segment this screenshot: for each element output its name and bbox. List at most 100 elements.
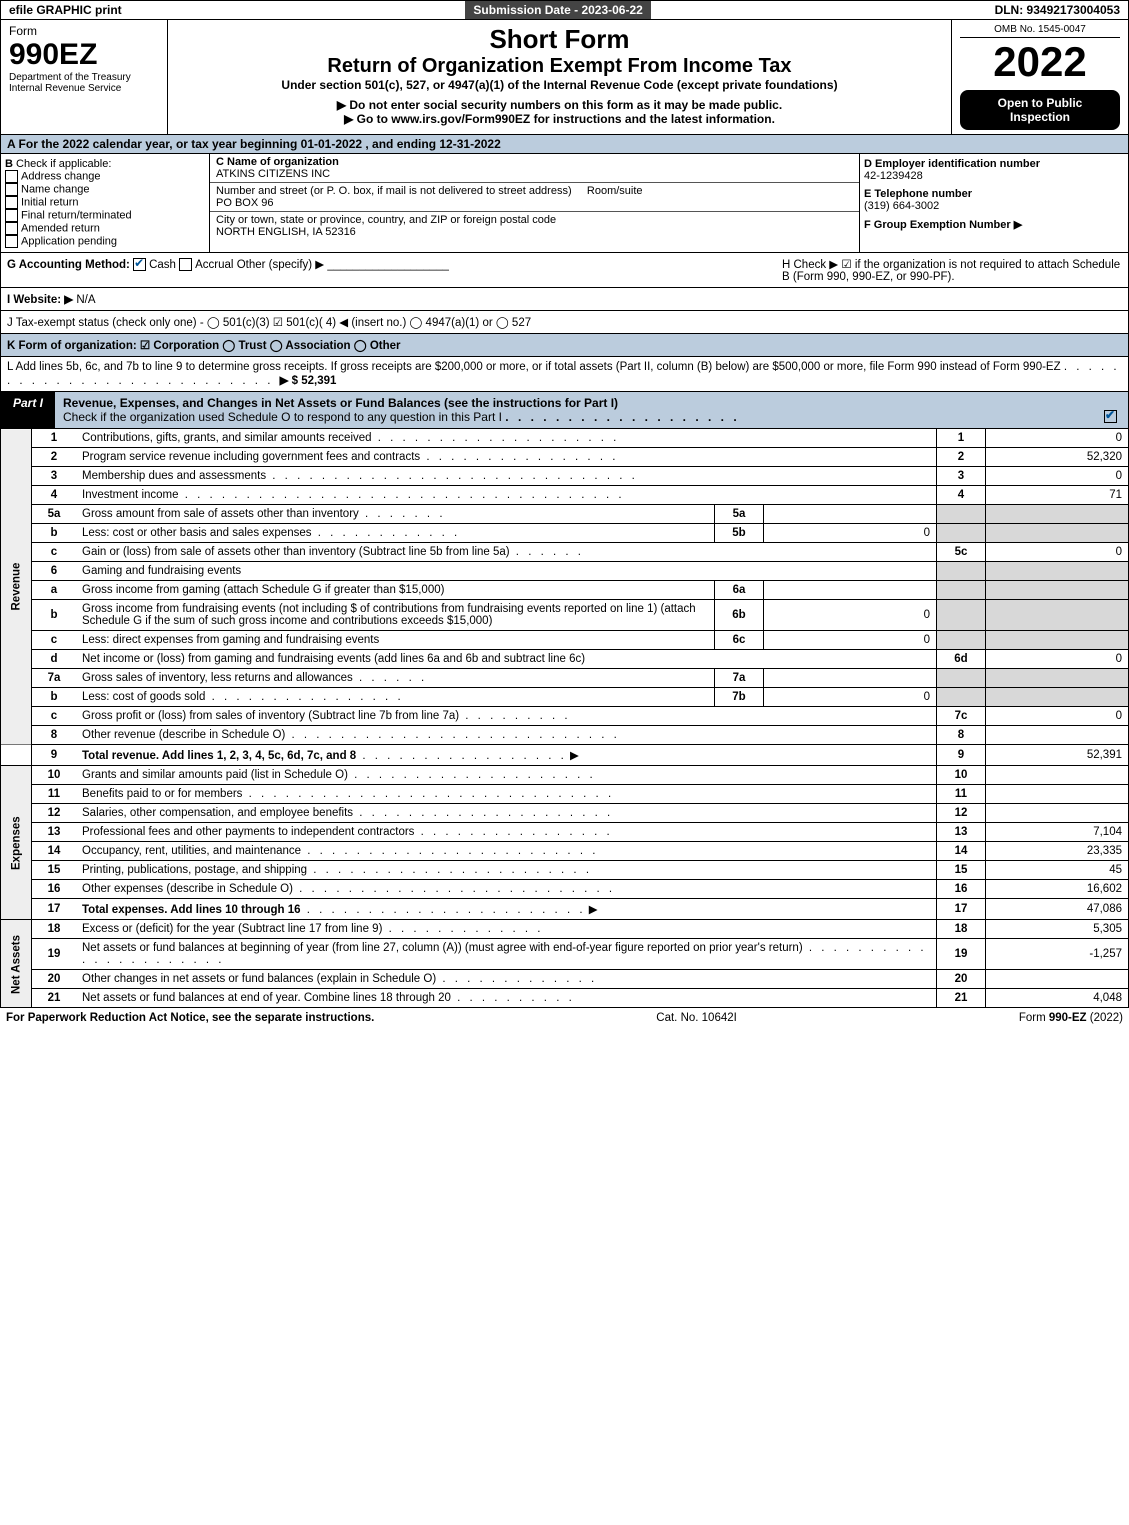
dept-1: Department of the Treasury — [9, 72, 159, 83]
box-val: 0 — [986, 707, 1129, 726]
box-val: 52,391 — [986, 745, 1129, 766]
box-lbl: 8 — [937, 726, 986, 745]
box-val: 7,104 — [986, 823, 1129, 842]
footer-cat: Cat. No. 10642I — [656, 1012, 737, 1024]
ln-num: 3 — [32, 467, 77, 486]
line-desc: Contributions, gifts, grants, and simila… — [82, 432, 372, 444]
cb-amended[interactable] — [5, 222, 18, 235]
line-desc: Grants and similar amounts paid (list in… — [82, 769, 348, 781]
line-desc: Other expenses (describe in Schedule O) — [82, 883, 293, 895]
box-val: 71 — [986, 486, 1129, 505]
cb-address-change[interactable] — [5, 170, 18, 183]
b-letter: B — [5, 158, 13, 170]
form-code: 990EZ — [9, 38, 159, 72]
section-j: J Tax-exempt status (check only one) - ◯… — [0, 311, 1129, 334]
box-val — [986, 581, 1129, 600]
ln-num: 7a — [32, 669, 77, 688]
box-val — [986, 970, 1129, 989]
line-desc: Benefits paid to or for members — [82, 788, 242, 800]
row-g-h: G Accounting Method: Cash Accrual Other … — [0, 253, 1129, 288]
vlabel-expenses: Expenses — [1, 766, 32, 920]
box-lbl: 1 — [937, 429, 986, 448]
ln-num: a — [32, 581, 77, 600]
tel-label: E Telephone number — [864, 188, 972, 200]
omb: OMB No. 1545-0047 — [960, 24, 1120, 38]
ln-num: 18 — [32, 920, 77, 939]
box-val — [986, 631, 1129, 650]
line-desc: Gross amount from sale of assets other t… — [82, 508, 359, 520]
cb-schedule-o[interactable] — [1104, 410, 1117, 423]
sub-lbl: 6b — [715, 600, 764, 631]
line-desc: Gain or (loss) from sale of assets other… — [82, 546, 510, 558]
form-word: Form — [9, 24, 159, 38]
cb-cash[interactable] — [133, 258, 146, 271]
box-val — [986, 804, 1129, 823]
box-val: 5,305 — [986, 920, 1129, 939]
ln-num: 8 — [32, 726, 77, 745]
box-lbl: 17 — [937, 899, 986, 920]
street-label: Number and street (or P. O. box, if mail… — [216, 185, 572, 197]
irs-link[interactable]: www.irs.gov/Form990EZ — [391, 112, 530, 126]
sub-lbl: 5b — [715, 524, 764, 543]
street-val: PO BOX 96 — [216, 197, 273, 209]
line-desc: Professional fees and other payments to … — [82, 826, 414, 838]
box-val — [986, 505, 1129, 524]
opt-initial: Initial return — [21, 196, 78, 208]
box-val — [986, 524, 1129, 543]
section-l: L Add lines 5b, 6c, and 7b to line 9 to … — [0, 357, 1129, 392]
box-lbl: 12 — [937, 804, 986, 823]
ln-num: 20 — [32, 970, 77, 989]
line-desc: Net income or (loss) from gaming and fun… — [76, 650, 937, 669]
opt-address: Address change — [21, 170, 101, 182]
cb-accrual[interactable] — [179, 258, 192, 271]
cb-final[interactable] — [5, 209, 18, 222]
box-lbl: 4 — [937, 486, 986, 505]
ln-num: 17 — [32, 899, 77, 920]
grp-label: F Group Exemption Number ▶ — [864, 219, 1022, 231]
form-header: Form 990EZ Department of the Treasury In… — [0, 20, 1129, 135]
g-accrual: Accrual — [195, 259, 233, 271]
cb-pending[interactable] — [5, 235, 18, 248]
sub-val: 0 — [764, 600, 937, 631]
section-h: H Check ▶ ☑ if the organization is not r… — [782, 257, 1122, 283]
g-label: G Accounting Method: — [7, 259, 130, 271]
sub-lbl: 5a — [715, 505, 764, 524]
section-b: B Check if applicable: Address change Na… — [1, 154, 210, 252]
ln-num: 13 — [32, 823, 77, 842]
line-desc: Gross income from fundraising events (no… — [76, 600, 715, 631]
website-val: N/A — [76, 294, 95, 306]
ln-num: d — [32, 650, 77, 669]
section-a: A For the 2022 calendar year, or tax yea… — [0, 135, 1129, 154]
box-lbl: 18 — [937, 920, 986, 939]
dots: . . . . . . . . . . . . . . . . . . . — [505, 410, 739, 424]
opt-name: Name change — [21, 183, 90, 195]
line-desc: Less: cost of goods sold — [82, 691, 205, 703]
section-i: I Website: ▶ N/A — [0, 288, 1129, 311]
ln-num: b — [32, 524, 77, 543]
efile-label[interactable]: efile GRAPHIC print — [1, 1, 130, 19]
box-lbl: 20 — [937, 970, 986, 989]
header-right: OMB No. 1545-0047 2022 Open to Public In… — [952, 20, 1128, 134]
line-desc: Net assets or fund balances at beginning… — [82, 942, 803, 954]
sub-val: 0 — [764, 524, 937, 543]
sub-lbl: 7a — [715, 669, 764, 688]
g-cash: Cash — [149, 259, 176, 271]
box-lbl — [937, 600, 986, 631]
cb-initial[interactable] — [5, 196, 18, 209]
box-lbl: 5c — [937, 543, 986, 562]
title-main: Return of Organization Exempt From Incom… — [176, 55, 943, 78]
open-public: Open to Public Inspection — [960, 90, 1120, 130]
tax-year: 2022 — [960, 38, 1120, 86]
cb-name-change[interactable] — [5, 183, 18, 196]
subtitle: Under section 501(c), 527, or 4947(a)(1)… — [176, 78, 943, 92]
box-val: 0 — [986, 650, 1129, 669]
ln-num: 12 — [32, 804, 77, 823]
ln-num: b — [32, 688, 77, 707]
box-val: 47,086 — [986, 899, 1129, 920]
box-lbl — [937, 631, 986, 650]
line-desc: Excess or (deficit) for the year (Subtra… — [82, 923, 382, 935]
g-other: Other (specify) ▶ — [237, 259, 324, 271]
box-lbl — [937, 505, 986, 524]
box-lbl: 3 — [937, 467, 986, 486]
ln-num: 10 — [32, 766, 77, 785]
